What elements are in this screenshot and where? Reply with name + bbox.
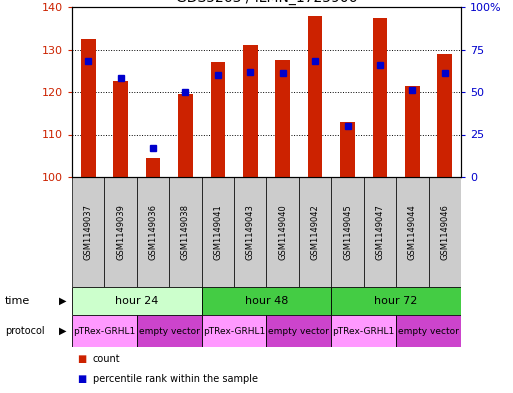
Text: GSM1149045: GSM1149045 [343, 204, 352, 260]
Text: hour 48: hour 48 [245, 296, 288, 306]
Text: pTRex-GRHL1: pTRex-GRHL1 [73, 327, 135, 336]
Bar [308, 15, 322, 177]
Text: ▶: ▶ [59, 296, 67, 306]
Bar [137, 177, 169, 287]
Text: GSM1149037: GSM1149037 [84, 204, 93, 260]
Bar [202, 315, 266, 347]
Text: empty vector: empty vector [398, 327, 459, 336]
Bar [234, 177, 266, 287]
Text: pTRex-GRHL1: pTRex-GRHL1 [203, 327, 265, 336]
Text: GSM1149044: GSM1149044 [408, 204, 417, 260]
Text: GSM1149038: GSM1149038 [181, 204, 190, 260]
Bar [364, 177, 396, 287]
Text: time: time [5, 296, 30, 306]
Text: hour 24: hour 24 [115, 296, 159, 306]
Text: ■: ■ [77, 374, 86, 384]
Bar [210, 62, 225, 177]
Bar [243, 45, 258, 177]
Bar [72, 315, 137, 347]
Text: hour 72: hour 72 [374, 296, 418, 306]
Bar [266, 177, 299, 287]
Text: count: count [92, 354, 120, 364]
Text: GSM1149046: GSM1149046 [440, 204, 449, 260]
Text: pTRex-GRHL1: pTRex-GRHL1 [332, 327, 395, 336]
Text: ■: ■ [77, 354, 86, 364]
Text: empty vector: empty vector [268, 327, 329, 336]
Bar [202, 177, 234, 287]
Bar [266, 315, 331, 347]
Bar [146, 158, 161, 177]
Bar [331, 287, 461, 315]
Text: percentile rank within the sample: percentile rank within the sample [92, 374, 258, 384]
Bar [137, 315, 202, 347]
Bar [275, 60, 290, 177]
Bar [396, 177, 428, 287]
Text: empty vector: empty vector [139, 327, 200, 336]
Bar [428, 177, 461, 287]
Bar [372, 18, 387, 177]
Text: GSM1149047: GSM1149047 [376, 204, 384, 260]
Bar [81, 39, 95, 177]
Bar [331, 315, 396, 347]
Bar [178, 94, 193, 177]
Bar [405, 86, 420, 177]
Text: GSM1149036: GSM1149036 [149, 204, 157, 260]
Text: GSM1149042: GSM1149042 [311, 204, 320, 260]
Text: GSM1149041: GSM1149041 [213, 204, 222, 260]
Title: GDS5263 / ILMN_1725906: GDS5263 / ILMN_1725906 [176, 0, 357, 5]
Bar [202, 287, 331, 315]
Text: GSM1149039: GSM1149039 [116, 204, 125, 260]
Bar [169, 177, 202, 287]
Bar [299, 177, 331, 287]
Text: GSM1149043: GSM1149043 [246, 204, 255, 260]
Bar [72, 177, 105, 287]
Bar [113, 81, 128, 177]
Bar [105, 177, 137, 287]
Text: protocol: protocol [5, 326, 45, 336]
Bar [438, 54, 452, 177]
Text: ▶: ▶ [59, 326, 67, 336]
Bar [396, 315, 461, 347]
Text: GSM1149040: GSM1149040 [278, 204, 287, 260]
Bar [340, 122, 355, 177]
Bar [72, 287, 202, 315]
Bar [331, 177, 364, 287]
